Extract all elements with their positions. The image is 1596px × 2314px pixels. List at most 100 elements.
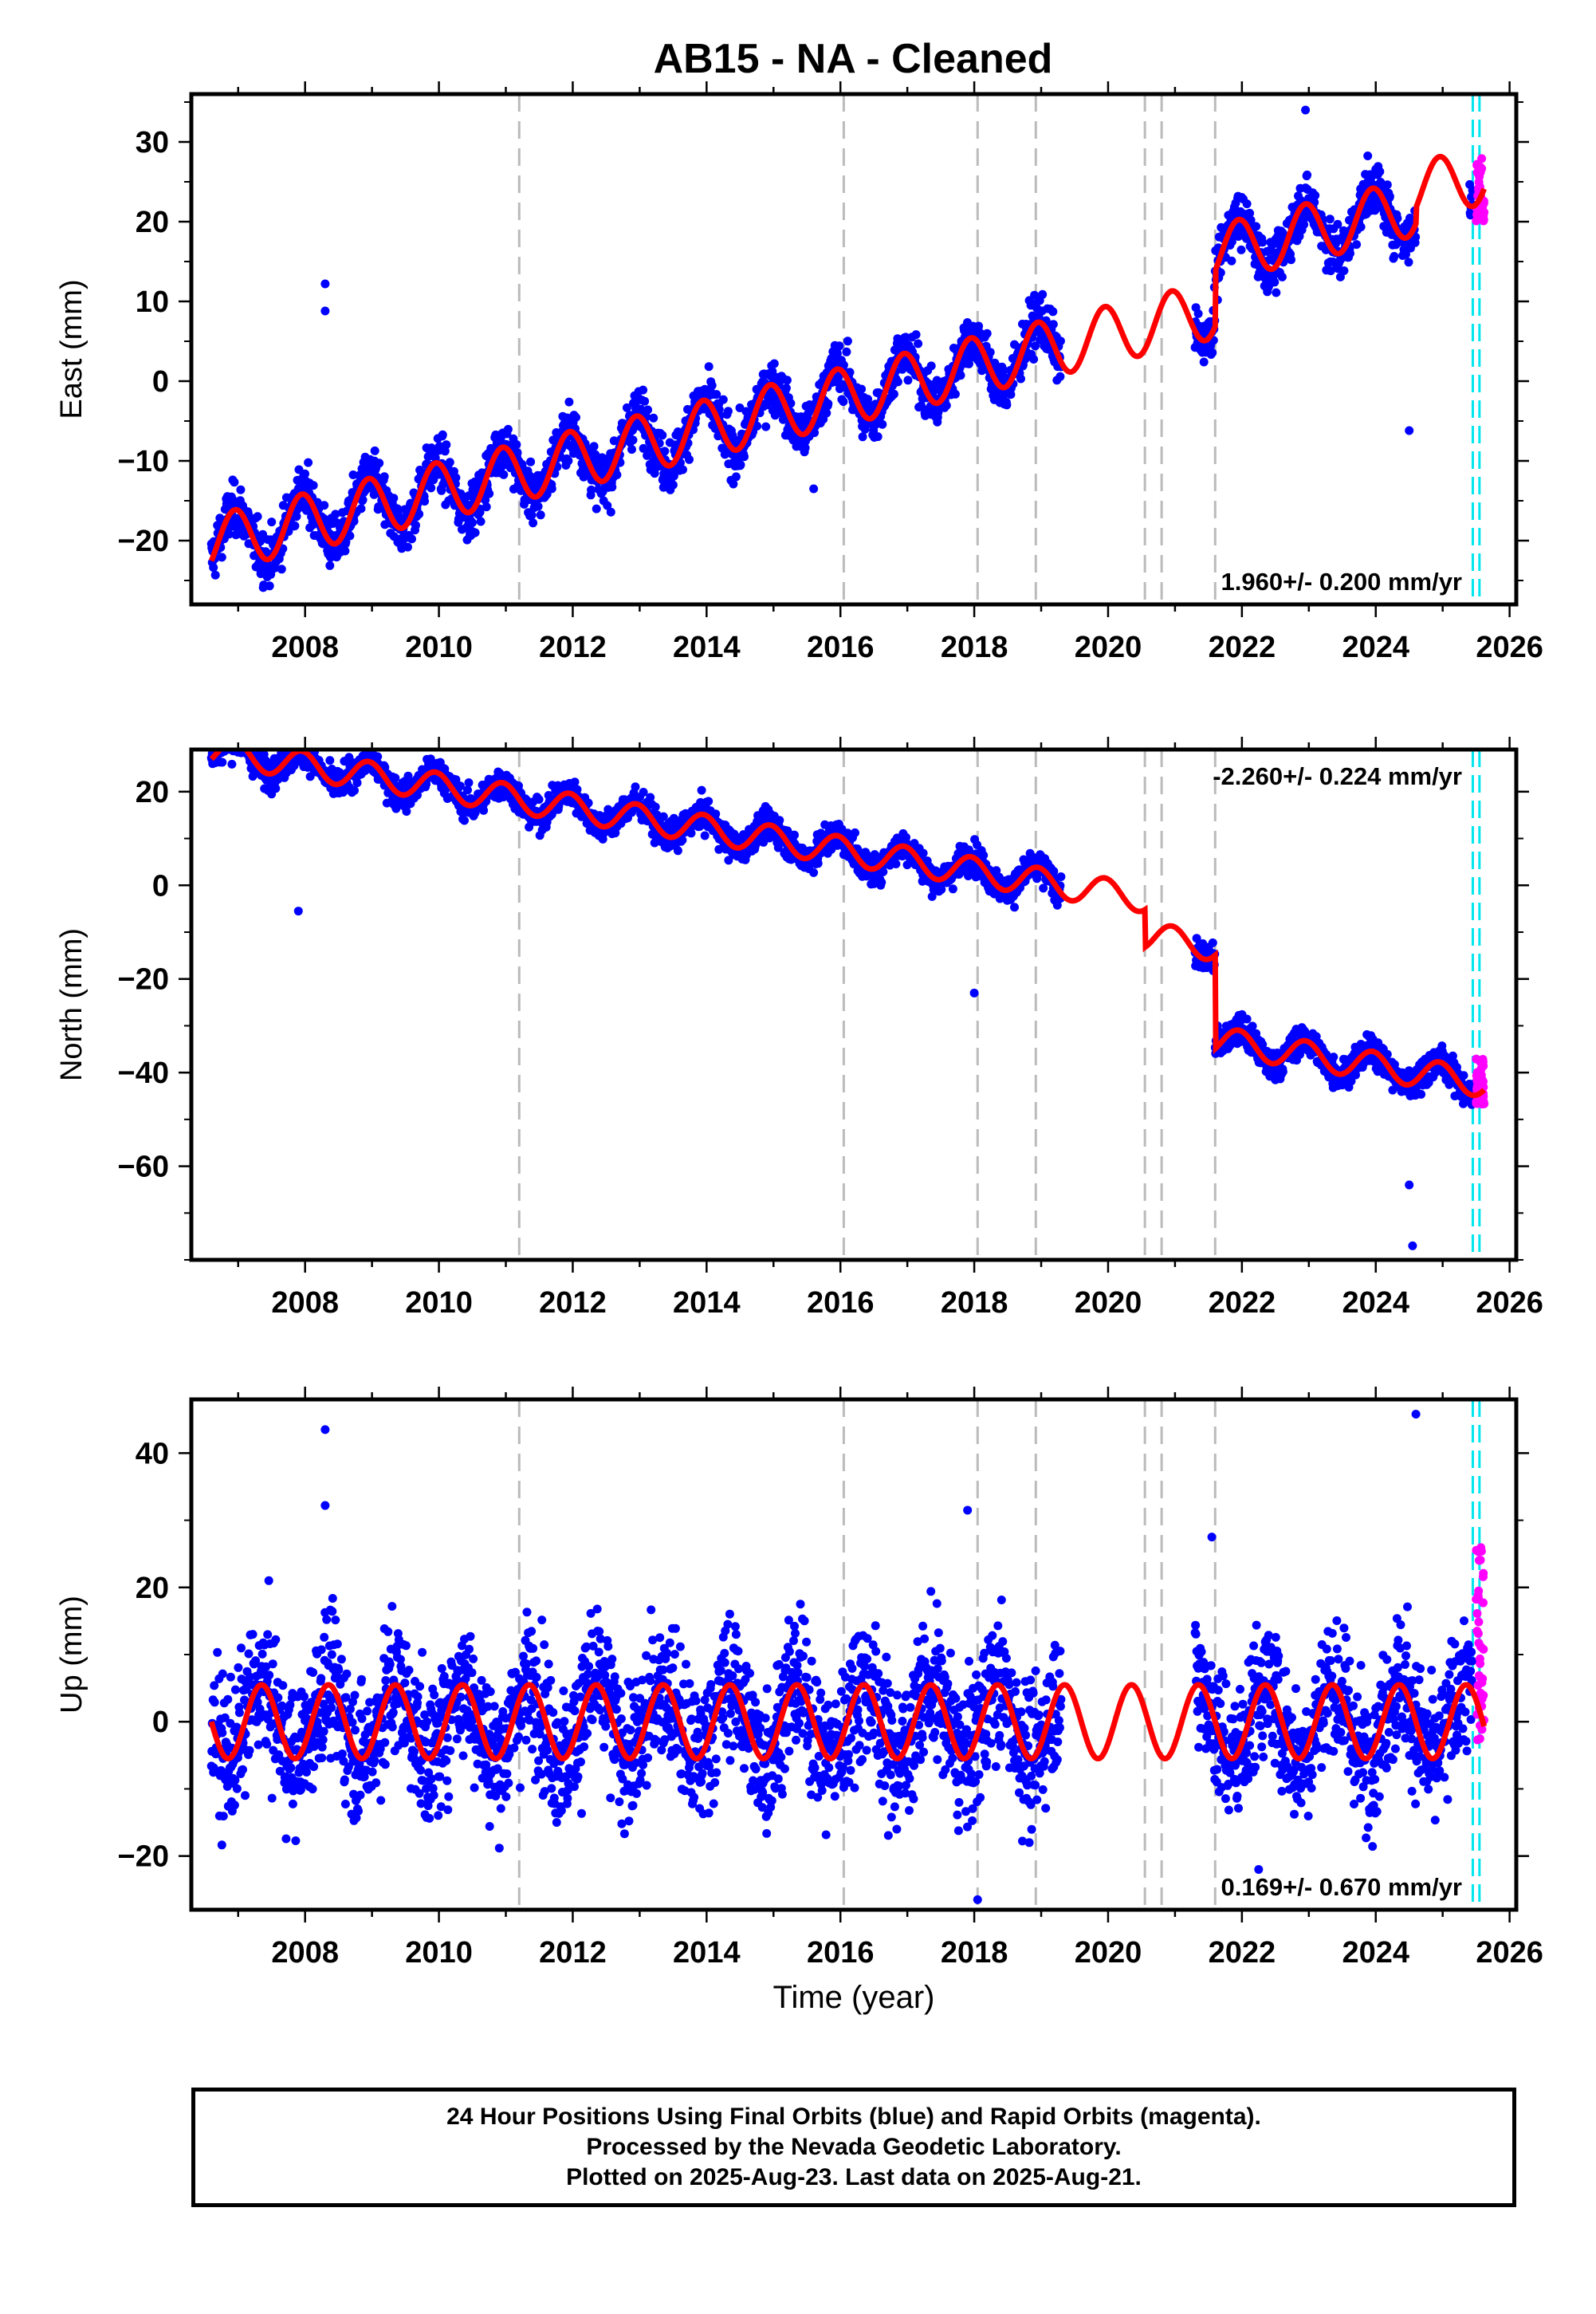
data-point xyxy=(643,405,653,415)
data-point xyxy=(926,361,936,371)
data-point xyxy=(238,731,247,740)
data-point xyxy=(589,442,599,451)
data-point xyxy=(775,816,784,825)
data-point xyxy=(651,802,660,812)
data-point xyxy=(893,377,902,387)
data-point xyxy=(1363,152,1373,160)
data-point xyxy=(253,512,262,521)
x-tick-label: 2016 xyxy=(807,631,875,664)
data-point xyxy=(700,831,710,840)
x-tick-label: 2022 xyxy=(1209,631,1276,664)
x-tick-label: 2020 xyxy=(1075,631,1142,664)
data-point xyxy=(646,793,655,802)
data-point xyxy=(824,399,833,408)
data-point xyxy=(481,495,490,505)
outlier-point xyxy=(1405,426,1414,435)
data-point xyxy=(606,507,615,517)
data-point xyxy=(217,553,226,562)
data-point xyxy=(832,348,842,358)
data-point xyxy=(941,401,951,410)
data-point xyxy=(622,403,631,412)
data-point xyxy=(470,528,480,537)
data-point xyxy=(649,413,658,423)
x-tick-label: 2008 xyxy=(271,631,339,664)
data-point xyxy=(514,781,523,790)
data-point xyxy=(1016,374,1025,384)
data-point xyxy=(1048,320,1058,329)
data-point xyxy=(226,735,235,744)
data-point xyxy=(304,458,313,467)
data-point xyxy=(244,735,253,744)
data-point xyxy=(427,483,436,493)
data-point xyxy=(221,737,230,746)
data-point xyxy=(985,348,995,357)
x-tick-label: 2018 xyxy=(941,631,1008,664)
data-point xyxy=(1326,266,1335,276)
data-point xyxy=(740,452,749,462)
data-point xyxy=(564,397,574,407)
data-point xyxy=(678,465,687,474)
data-point xyxy=(1048,307,1058,317)
panel-north: 2008 2010 2012 2014 2016 2018 2020 2022 2024 2026… xyxy=(55,728,1543,1320)
data-point xyxy=(704,362,713,372)
data-point xyxy=(475,507,485,517)
data-point xyxy=(851,828,859,837)
data-point xyxy=(950,389,960,399)
data-point xyxy=(209,563,218,573)
data-point xyxy=(394,505,403,514)
data-point xyxy=(379,472,389,482)
data-point xyxy=(1390,252,1399,261)
data-point xyxy=(513,448,522,458)
data-point xyxy=(628,435,638,445)
data-point xyxy=(711,809,721,819)
data-point xyxy=(965,359,973,368)
data-point xyxy=(228,728,237,737)
data-point xyxy=(982,329,992,338)
data-point xyxy=(227,759,237,769)
data-point xyxy=(878,419,887,429)
data-point xyxy=(293,733,301,742)
data-point xyxy=(783,826,792,836)
data-point xyxy=(979,851,989,860)
data-point xyxy=(1010,903,1019,912)
y-tick-label: 0 xyxy=(152,365,169,399)
data-point xyxy=(1030,290,1040,300)
y-tick-label: −10 xyxy=(118,445,169,478)
model-curve xyxy=(208,154,1487,563)
data-point xyxy=(210,570,220,580)
data-point xyxy=(1227,256,1236,266)
data-point xyxy=(226,737,235,746)
data-point xyxy=(1375,167,1385,176)
data-point xyxy=(753,421,762,431)
data-point xyxy=(724,856,733,865)
data-point xyxy=(736,460,745,470)
data-point xyxy=(241,738,250,746)
data-point xyxy=(240,734,249,743)
data-point xyxy=(224,733,233,742)
data-point xyxy=(1325,214,1335,224)
data-point xyxy=(769,359,779,368)
data-point xyxy=(438,430,447,439)
data-point xyxy=(240,738,249,746)
data-point xyxy=(292,512,301,521)
data-point xyxy=(536,510,545,520)
data-point xyxy=(301,469,309,478)
x-tick-label: 2010 xyxy=(405,631,473,664)
x-tick-label: 2024 xyxy=(1342,631,1409,664)
data-point xyxy=(1056,872,1066,881)
data-point xyxy=(320,501,329,510)
data-point xyxy=(877,878,886,887)
data-point xyxy=(1199,357,1209,367)
rate-label: 1.960+/- 0.200 mm/yr xyxy=(1221,568,1462,596)
data-point xyxy=(358,495,368,505)
data-point xyxy=(290,521,300,530)
data-point xyxy=(445,458,454,467)
data-point xyxy=(1227,237,1236,246)
data-point xyxy=(1208,348,1217,357)
data-point xyxy=(413,790,422,800)
data-point xyxy=(668,480,678,490)
data-point xyxy=(325,756,335,765)
data-point xyxy=(267,518,277,527)
data-point xyxy=(221,737,230,746)
